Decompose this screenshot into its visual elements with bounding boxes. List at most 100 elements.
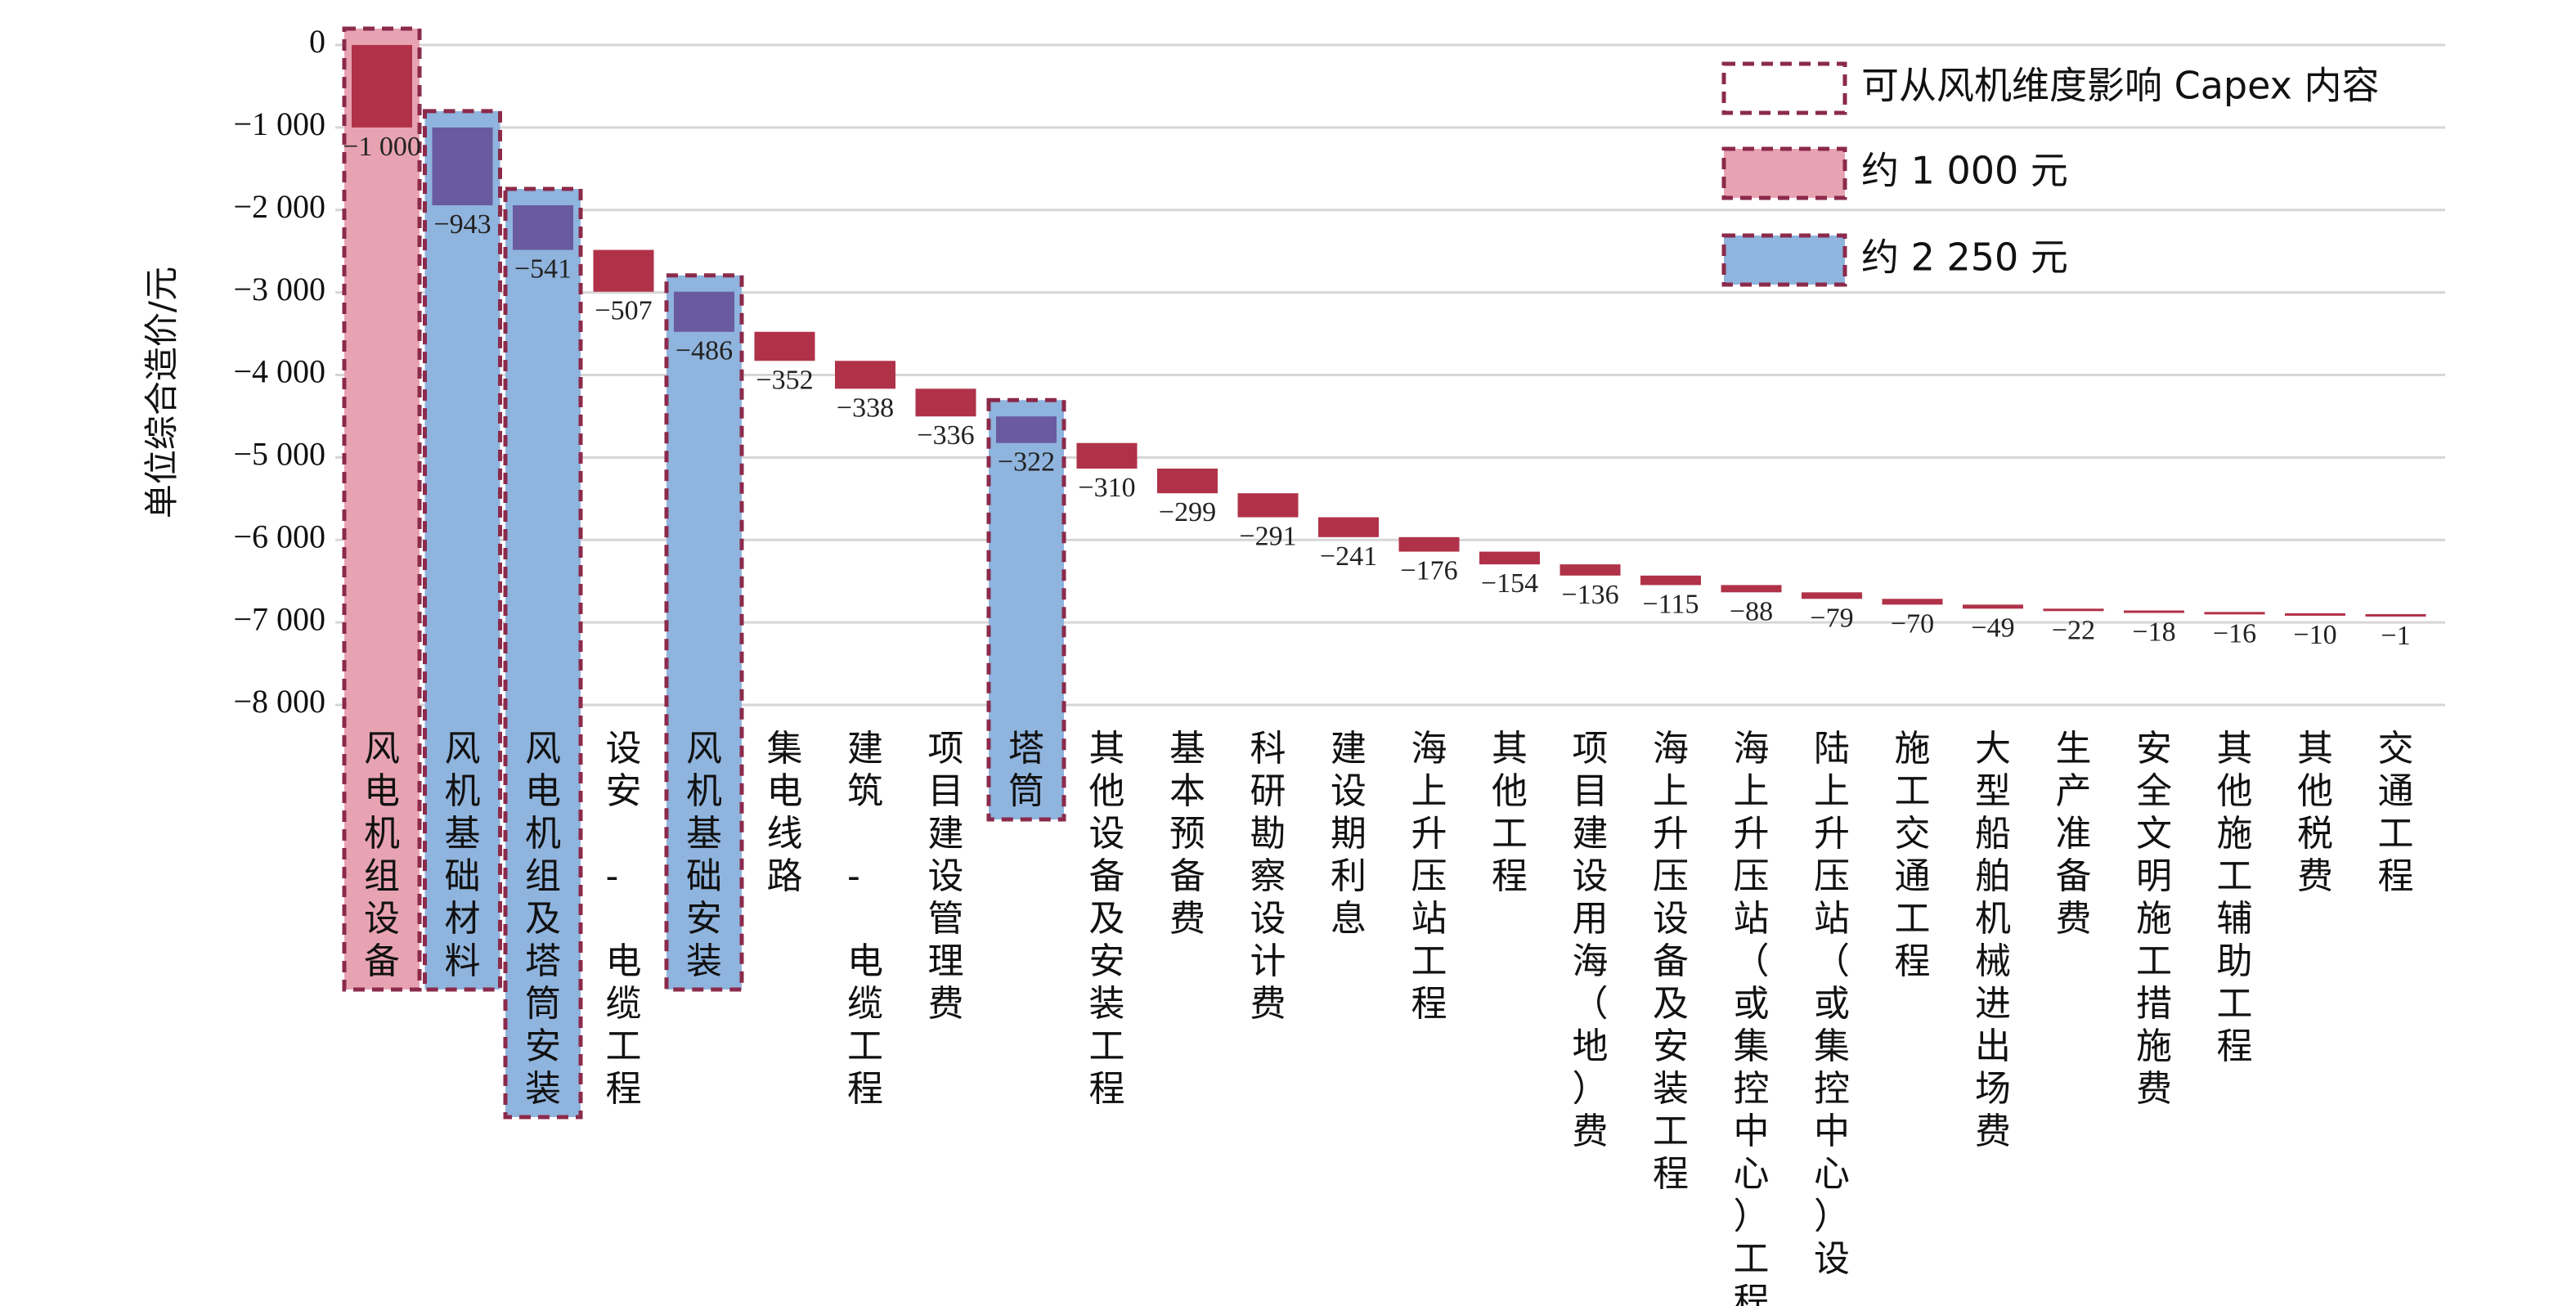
waterfall-bar — [1721, 585, 1782, 593]
legend-label: 约 1 000 元 — [1861, 149, 2068, 193]
category-label: 施工交通工程 — [1895, 728, 1931, 982]
highlight-box — [503, 186, 583, 1120]
waterfall-bar — [1802, 592, 1862, 599]
waterfall-bar — [593, 249, 654, 292]
data-label: −136 — [1561, 580, 1618, 610]
waterfall-bar — [1560, 564, 1621, 576]
legend-label: 约 2 250 元 — [1861, 236, 2068, 280]
data-label: −336 — [917, 420, 974, 451]
data-label: −1 000 — [343, 132, 421, 162]
waterfall-bar — [1398, 536, 1460, 552]
waterfall-bar — [996, 416, 1057, 443]
waterfall-bar — [1479, 551, 1540, 565]
waterfall-bar — [1237, 493, 1299, 518]
legend-swatch — [1721, 61, 1847, 115]
category-label: 大型船舶机械进出场费 — [1975, 728, 2011, 1152]
waterfall-bar — [835, 361, 895, 389]
legend-label: 可从风机维度影响 Capex 内容 — [1861, 64, 2379, 108]
data-label: −299 — [1159, 497, 1216, 527]
category-label: 塔筒 — [1008, 728, 1044, 812]
data-label: −22 — [2052, 615, 2095, 645]
category-label: 风机基础材料 — [445, 728, 481, 982]
data-label: −241 — [1320, 541, 1377, 572]
category-label: 风电机组及塔筒安装 — [525, 728, 561, 1110]
category-label: 交通工程 — [2378, 728, 2414, 897]
data-label: −291 — [1239, 522, 1296, 552]
data-label: −70 — [1891, 608, 1934, 639]
gridlines — [335, 43, 2445, 707]
data-label: −310 — [1078, 473, 1135, 503]
data-label: −16 — [2213, 618, 2256, 649]
y-tick-label: −1 000 — [233, 105, 325, 142]
data-label: −1 — [2381, 621, 2410, 651]
data-label: −507 — [595, 296, 652, 326]
category-label: 安全文明施工措施费 — [2136, 728, 2172, 1110]
data-label: −88 — [1730, 596, 1773, 626]
legend-swatch — [1721, 233, 1847, 287]
data-label: −176 — [1400, 556, 1457, 586]
data-label: −49 — [1971, 613, 2014, 643]
category-label: 建筑 - 电缆工程 — [847, 728, 883, 1110]
y-axis: 0 −1 000 −2 000 −3 000 −4 000 −5 000 −6 000 −7 … — [233, 23, 325, 720]
category-label: 基本预备费 — [1169, 728, 1205, 940]
y-tick-label: −4 000 — [233, 353, 325, 390]
bars — [352, 45, 2426, 617]
category-label: 生产准备费 — [2056, 728, 2092, 940]
highlight-boxes — [342, 26, 1066, 1120]
category-label: 风机基础安装 — [686, 728, 722, 982]
highlight-box — [423, 109, 502, 992]
waterfall-bar — [1318, 517, 1379, 537]
y-tick-label: −5 000 — [233, 436, 325, 473]
y-tick-label: −7 000 — [233, 600, 325, 637]
waterfall-bar — [352, 45, 412, 128]
waterfall-bar — [674, 291, 734, 332]
category-label: 风电机组设备 — [364, 728, 400, 982]
category-label: 其他税费 — [2297, 728, 2333, 897]
y-tick-label: 0 — [309, 23, 325, 60]
category-label: 设安 - 电缆工程 — [606, 728, 642, 1110]
data-label: −115 — [1643, 589, 1699, 619]
waterfall-bar — [1076, 442, 1138, 469]
category-label: 海上升压站（或集控中心）工程 — [1734, 728, 1770, 1306]
category-label: 项目建设用海（地）费 — [1573, 728, 1609, 1152]
waterfall-bar — [2365, 613, 2426, 617]
waterfall-bar — [915, 388, 976, 417]
waterfall-bar — [432, 127, 493, 206]
waterfall-bar — [1882, 599, 1943, 605]
highlight-box — [986, 397, 1066, 822]
data-label: −943 — [433, 209, 491, 240]
legend-swatch — [1721, 146, 1847, 200]
waterfall-bar — [2043, 608, 2104, 612]
category-label: 其他设备及安装工程 — [1089, 728, 1125, 1110]
category-label: 其他施工辅助工程 — [2217, 728, 2253, 1067]
data-label: −541 — [514, 254, 572, 285]
category-label: 科研勘察设计费 — [1250, 728, 1286, 1025]
data-label: −352 — [756, 365, 813, 395]
y-tick-label: −3 000 — [233, 271, 325, 307]
y-tick-label: −8 000 — [233, 683, 325, 720]
waterfall-bar — [2285, 613, 2345, 616]
data-label: −322 — [998, 447, 1055, 478]
waterfall-bar — [1640, 575, 1701, 586]
data-label: −338 — [837, 393, 894, 423]
category-label: 陆上升压站（或集控中心）设… — [1814, 728, 1850, 1306]
category-label: 海上升压站工程 — [1411, 728, 1447, 1025]
legend: 可从风机维度影响 Capex 内容约 1 000 元约 2 250 元 — [1721, 61, 2379, 287]
data-label: −18 — [2132, 617, 2175, 647]
waterfall-bar — [754, 331, 815, 361]
category-label: 集电线路 — [767, 728, 803, 897]
data-label: −486 — [675, 336, 733, 366]
waterfall-bar — [513, 205, 573, 250]
data-label: −154 — [1481, 568, 1538, 599]
category-label: 海上升压设备及安装工程 — [1653, 728, 1689, 1195]
waterfall-bar — [1157, 468, 1218, 494]
highlight-box — [664, 273, 744, 992]
waterfall-bar — [1963, 604, 2023, 609]
category-label: 其他工程 — [1492, 728, 1528, 897]
y-tick-label: −2 000 — [233, 188, 325, 225]
category-labels: 风电机组设备 风机基础材料 风电机组及塔筒安装 设安 - 电缆工程 风机基础安装 集电线路… — [364, 728, 2414, 1306]
category-label: 建设期利息 — [1331, 728, 1367, 940]
highlight-box — [342, 26, 422, 992]
waterfall-bar — [2124, 610, 2184, 613]
